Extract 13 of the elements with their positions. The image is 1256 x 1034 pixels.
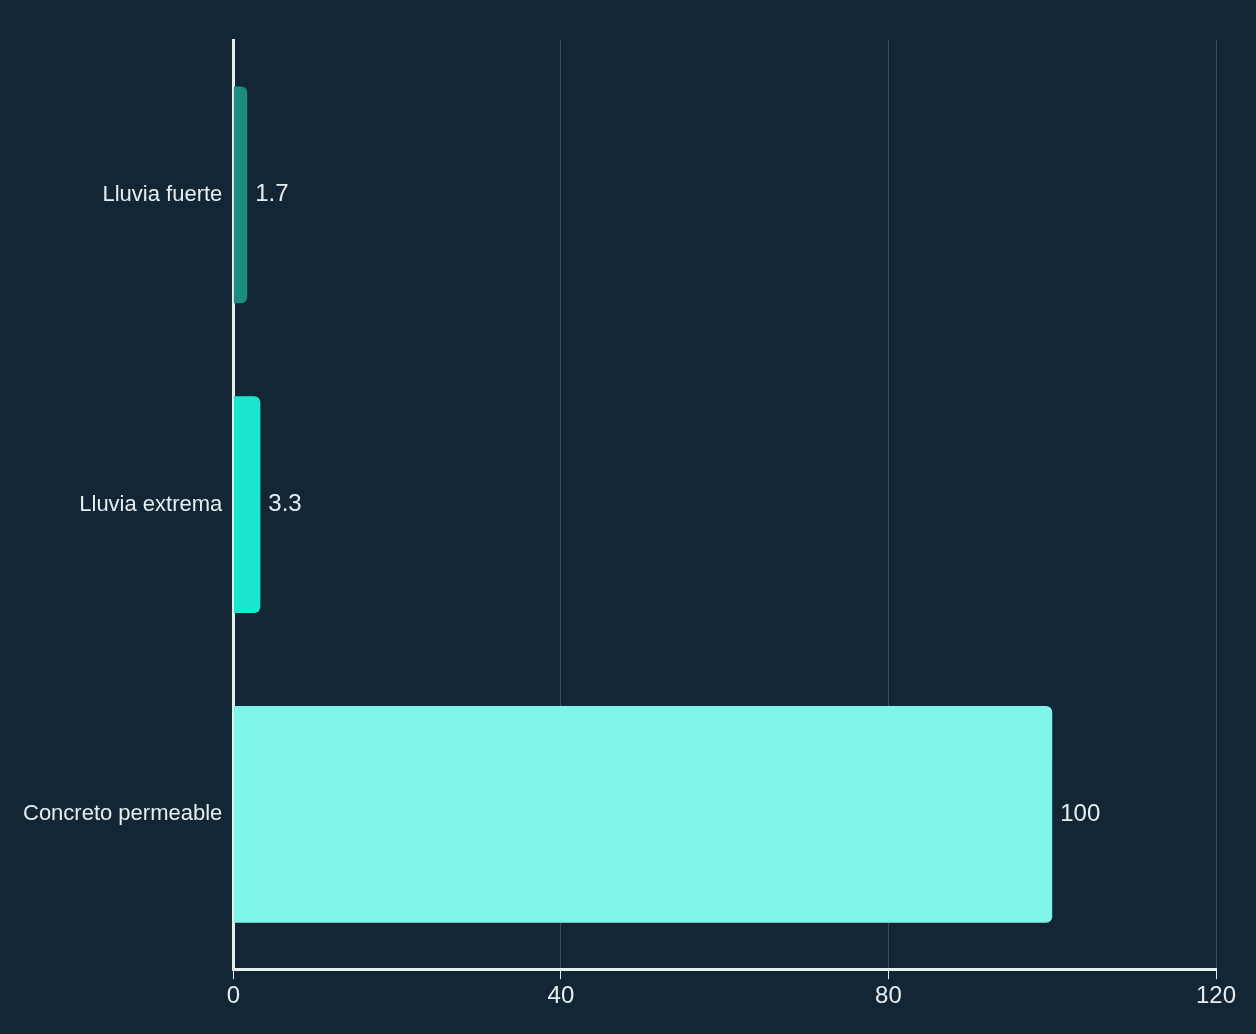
y-tick-label: Concreto permeable (22, 800, 223, 826)
data-label: 100 (1060, 798, 1101, 826)
x-tick-label: 120 (1195, 981, 1237, 1009)
bar (233, 396, 261, 614)
y-tick-label: Lluvia fuerte (102, 180, 223, 206)
data-label: 1.7 (255, 179, 289, 207)
data-label: 3.3 (268, 489, 302, 517)
bar (233, 86, 248, 304)
x-tick-label: 80 (875, 981, 902, 1009)
y-tick-label: Lluvia extrema (79, 490, 224, 516)
x-tick-label: 0 (226, 981, 241, 1009)
bar (233, 705, 1053, 923)
x-tick-label: 40 (547, 981, 575, 1009)
